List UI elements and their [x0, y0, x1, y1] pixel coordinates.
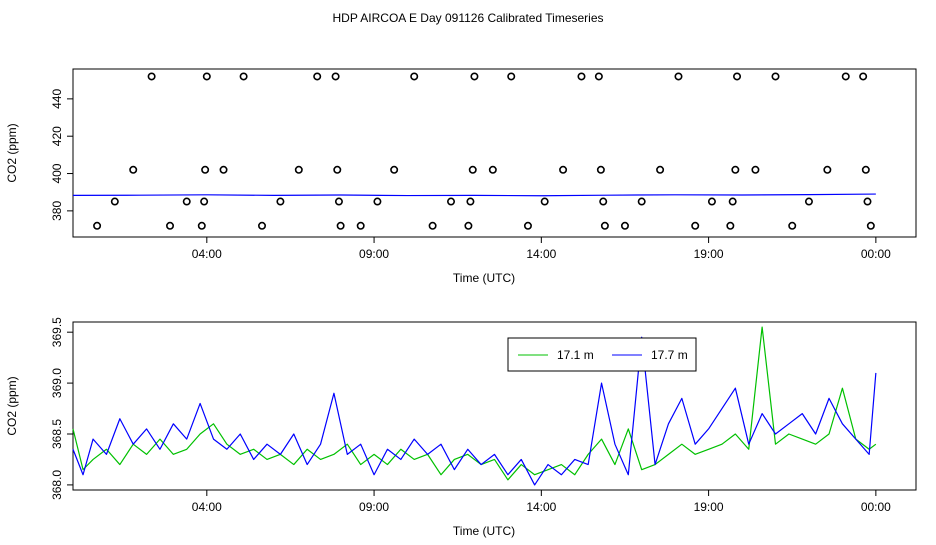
scatter-point-28	[468, 165, 477, 174]
scatter-panel-series-line	[72, 193, 876, 197]
scatter-point-34	[559, 165, 568, 174]
panel1-frame	[72, 68, 917, 238]
p2-x-tick-label-4: 00:00	[861, 500, 891, 514]
scatter-point-59	[866, 221, 875, 230]
scatter-point-6	[197, 221, 206, 230]
scatter-point-43	[674, 72, 683, 81]
scatter-point-20	[356, 221, 365, 230]
series-line-17-7m	[72, 336, 877, 486]
chart-title: HDP AIRCOA E Day 091126 Calibrated Times…	[332, 11, 603, 25]
p1-y-tick-label-0: 380	[50, 201, 64, 221]
p2-y-tick-label-1: 368.5	[50, 419, 64, 449]
p1-x-tick-label-1: 09:00	[359, 247, 389, 261]
scatter-point-48	[731, 165, 740, 174]
scatter-point-5	[182, 197, 191, 206]
scatter-point-8	[201, 165, 210, 174]
scatter-point-22	[390, 165, 399, 174]
panel1-xlabel: Time (UTC)	[453, 271, 515, 285]
scatter-point-21	[373, 197, 382, 206]
scatter-panel: 04:00 09:00 14:00 19:00 00:00 380 400 420 440 Ti…	[5, 68, 917, 285]
scatter-point-2	[129, 165, 138, 174]
scatter-point-15	[313, 72, 322, 81]
scatter-point-11	[239, 72, 248, 81]
scatter-point-54	[823, 165, 832, 174]
p1-y-tick-label-3: 440	[50, 89, 64, 109]
p1-x-tick-label-2: 14:00	[526, 247, 556, 261]
p2-x-tick-label-3: 19:00	[694, 500, 724, 514]
scatter-point-10	[219, 165, 228, 174]
p2-y-tick-label-0: 368.0	[50, 470, 64, 500]
panel2-frame	[72, 321, 917, 491]
scatter-point-18	[334, 197, 343, 206]
p1-x-tick-label-4: 00:00	[861, 247, 891, 261]
scatter-point-13	[276, 197, 285, 206]
scatter-point-23	[410, 72, 419, 81]
scatter-point-4	[166, 221, 175, 230]
scatter-point-12	[258, 221, 267, 230]
p2-x-tick-label-1: 09:00	[359, 500, 389, 514]
scatter-point-3	[147, 72, 156, 81]
scatter-point-37	[596, 165, 605, 174]
scatter-point-51	[771, 72, 780, 81]
scatter-point-45	[707, 197, 716, 206]
scatter-point-44	[691, 221, 700, 230]
p1-y-tick-label-1: 400	[50, 163, 64, 183]
scatter-point-17	[333, 165, 342, 174]
scatter-point-55	[841, 72, 850, 81]
p1-x-tick-label-3: 19:00	[694, 247, 724, 261]
scatter-point-49	[733, 72, 742, 81]
scatter-point-29	[470, 72, 479, 81]
panel2-axes: 04:00 09:00 14:00 19:00 00:00 368.0 368.5 369.0…	[50, 317, 891, 514]
scatter-point-33	[540, 197, 549, 206]
scatter-point-57	[861, 165, 870, 174]
scatter-point-41	[637, 197, 646, 206]
scatter-point-25	[447, 197, 456, 206]
scatter-point-9	[202, 72, 211, 81]
scatter-point-26	[464, 221, 473, 230]
scatter-point-47	[728, 197, 737, 206]
p1-x-tick-label-0: 04:00	[192, 247, 222, 261]
scatter-point-32	[523, 221, 532, 230]
p2-y-tick-label-3: 369.5	[50, 317, 64, 347]
scatter-point-27	[466, 197, 475, 206]
panel1-marks	[72, 72, 876, 230]
scatter-point-58	[863, 197, 872, 206]
p2-x-tick-label-2: 14:00	[526, 500, 556, 514]
panel2-xlabel: Time (UTC)	[453, 524, 515, 538]
scatter-point-52	[788, 221, 797, 230]
scatter-point-1	[110, 197, 119, 206]
p2-x-tick-label-0: 04:00	[192, 500, 222, 514]
p2-y-tick-label-2: 369.0	[50, 368, 64, 398]
scatter-point-50	[751, 165, 760, 174]
scatter-point-14	[294, 165, 303, 174]
legend-label-17-1m: 17.1 m	[557, 348, 594, 362]
scatter-point-31	[507, 72, 516, 81]
scatter-point-42	[656, 165, 665, 174]
panel1-axes: 04:00 09:00 14:00 19:00 00:00 380 400 420 440	[50, 89, 891, 261]
scatter-point-35	[577, 72, 586, 81]
scatter-point-39	[600, 221, 609, 230]
panel2-ylabel: CO2 (ppm)	[5, 376, 19, 435]
scatter-point-40	[620, 221, 629, 230]
chart-legend: 17.1 m 17.7 m	[507, 337, 697, 372]
scatter-point-16	[331, 72, 340, 81]
p1-y-tick-label-2: 420	[50, 126, 64, 146]
line-panel: 04:00 09:00 14:00 19:00 00:00 368.0 368.5 369.0…	[5, 317, 917, 538]
legend-label-17-7m: 17.7 m	[651, 348, 688, 362]
scatter-point-30	[488, 165, 497, 174]
panel1-ylabel: CO2 (ppm)	[5, 123, 19, 182]
scatter-point-7	[200, 197, 209, 206]
scatter-point-36	[594, 72, 603, 81]
scatter-point-19	[336, 221, 345, 230]
scatter-point-24	[428, 221, 437, 230]
panel2-marks	[72, 326, 877, 486]
scatter-point-38	[599, 197, 608, 206]
scatter-point-46	[726, 221, 735, 230]
scatter-point-56	[859, 72, 868, 81]
scatter-point-53	[804, 197, 813, 206]
series-line-17-1m	[72, 326, 877, 481]
scatter-point-0	[93, 221, 102, 230]
